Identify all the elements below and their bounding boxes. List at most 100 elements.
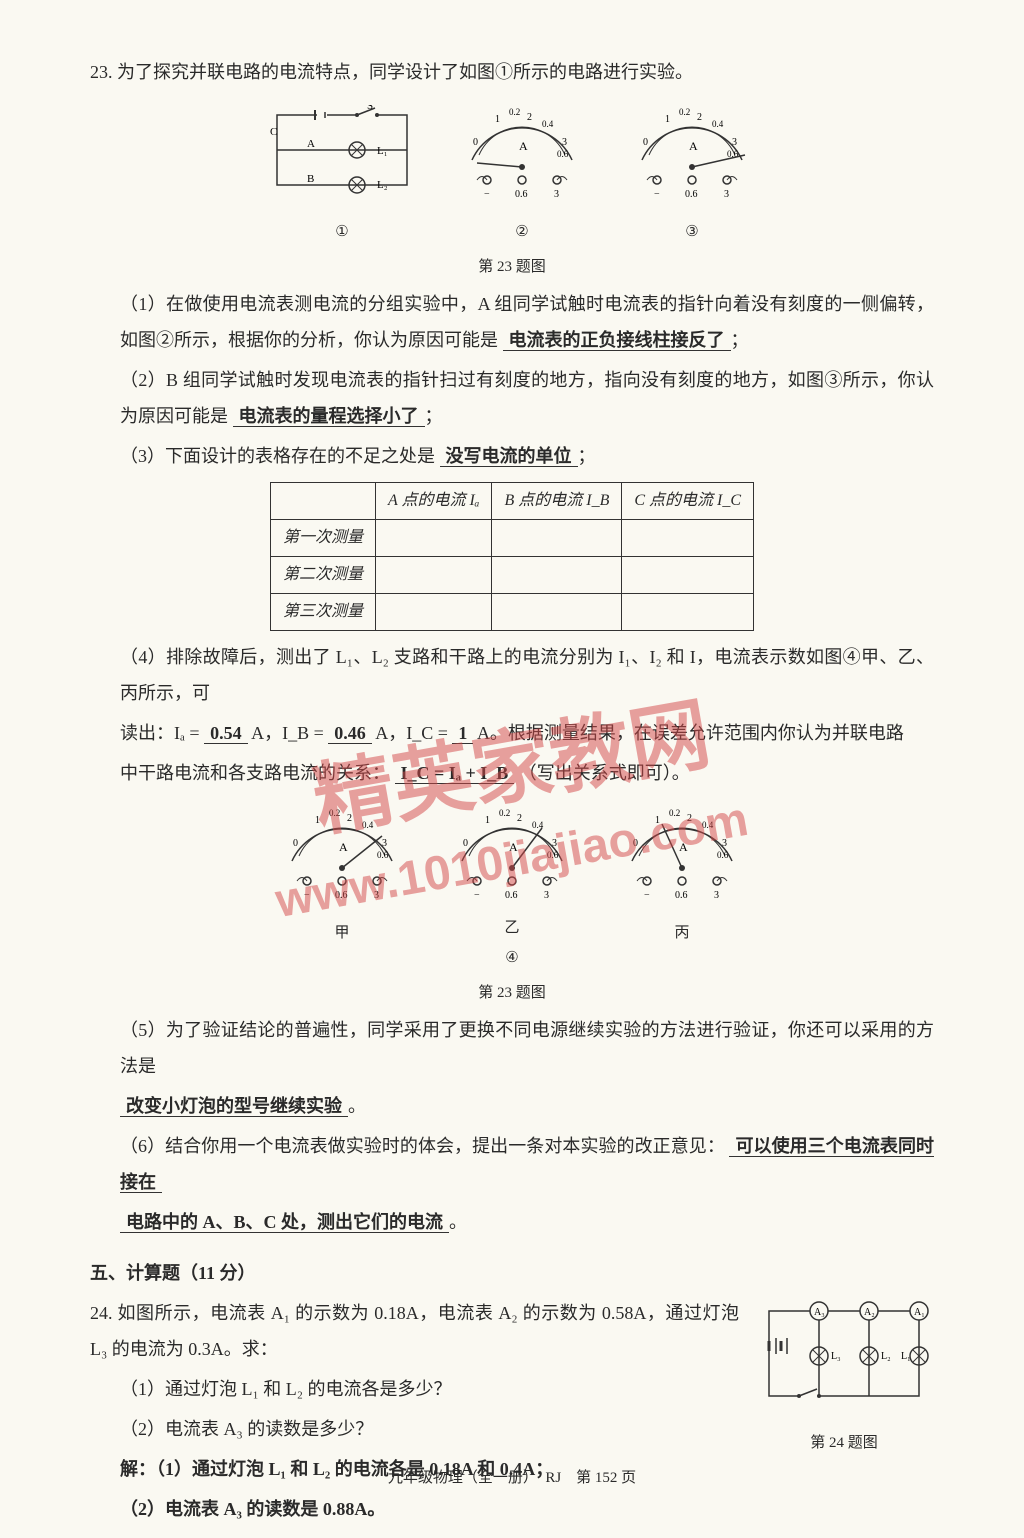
svg-text:0.6: 0.6: [377, 850, 389, 860]
q23-p1-answer: 电流表的正负接线柱接反了: [503, 330, 731, 351]
svg-text:1: 1: [315, 815, 320, 826]
ammeter-3: 0 1 0.2 2 0.4 3 0.6 A − 0.6 3 ③: [627, 105, 757, 247]
svg-text:0.6: 0.6: [547, 850, 559, 860]
q23-p2-answer: 电流表的量程选择小了: [233, 406, 425, 427]
svg-text:A₁: A₁: [914, 1307, 925, 1318]
q23-p4-m2: A，I_C =: [375, 723, 448, 743]
q23-p4-m1: A，I_B =: [251, 723, 324, 743]
th-ib: B 点的电流 I_B: [492, 483, 622, 520]
svg-text:−: −: [654, 189, 660, 200]
svg-text:A: A: [679, 840, 688, 854]
q24-circuit-diagram: A₃ A₂ A₁ L₃ L₂ L₁ 第 24 题图: [754, 1296, 934, 1458]
svg-text:A: A: [509, 840, 518, 854]
q23-p6-prefix: （6）结合你用一个电流表做实验时的体会，提出一条对本实验的改正意见：: [120, 1136, 725, 1156]
ammeter2-label: ②: [457, 217, 587, 247]
svg-text:2: 2: [687, 813, 692, 824]
q23-p4-l2a: 读出：Iₐ =: [120, 723, 200, 743]
table-row: 第三次测量: [270, 594, 753, 631]
q23-p3-answer: 没写电流的单位: [440, 446, 578, 467]
bing-label: 丙: [617, 918, 747, 948]
q23-p4-ic: 1: [452, 723, 473, 744]
q23-p3-prefix: （3）下面设计的表格存在的不足之处是: [120, 446, 435, 466]
q23-p6-answer2: 电路中的 A、B、C 处，测出它们的电流: [120, 1212, 449, 1233]
q24-number: 24.: [90, 1303, 113, 1323]
q23-part5b: 改变小灯泡的型号继续实验。: [90, 1088, 934, 1124]
q24-fig-caption: 第 24 题图: [754, 1428, 934, 1458]
q23-p4-m3: A。根据测量结果，在误差允许范围内你认为并联电路: [477, 723, 904, 743]
svg-text:0.2: 0.2: [499, 808, 510, 818]
q23-p4-suf: （写出关系式即可）。: [519, 763, 690, 783]
q23-p4-l3a: 中干路电流和各支路电流的关系：: [120, 763, 390, 783]
q23-number: 23.: [90, 62, 113, 82]
q23-p2-suffix: ；: [425, 406, 443, 426]
svg-text:0.6: 0.6: [685, 189, 698, 200]
table-row: 第二次测量: [270, 557, 753, 594]
q23-fig-caption-top: 第 23 题图: [90, 252, 934, 282]
svg-text:A: A: [519, 139, 528, 153]
q23-part4-l2: 读出：Iₐ = 0.54 A，I_B = 0.46 A，I_C = 1 A。根据…: [90, 715, 934, 751]
svg-text:3: 3: [552, 838, 557, 849]
svg-text:0: 0: [643, 137, 648, 148]
svg-text:L₁: L₁: [901, 1351, 911, 1362]
q23-p1-suffix: ；: [731, 330, 749, 350]
yi-label: 乙: [504, 920, 519, 936]
svg-text:−: −: [474, 890, 480, 901]
q23-part6: （6）结合你用一个电流表做实验时的体会，提出一条对本实验的改正意见： 可以使用三…: [90, 1128, 934, 1200]
svg-text:3: 3: [722, 838, 727, 849]
q23-p4-l1: （4）排除故障后，测出了 L₁、L₂ 支路和干路上的电流分别为 I₁、I₂ 和 …: [120, 647, 934, 703]
q23-figure-bottom: 01 0.22 0.43 0.6A −0.63 甲 01 0.22: [90, 806, 934, 973]
svg-text:3: 3: [382, 838, 387, 849]
svg-text:L₃: L₃: [831, 1351, 841, 1362]
svg-text:2: 2: [527, 112, 532, 123]
page-footer: 九年级物理（全一册） RJ 第 152 页: [0, 1463, 1024, 1493]
svg-text:C: C: [270, 126, 277, 138]
svg-text:3: 3: [554, 189, 559, 200]
q23-figure-top: S L₁ A L₂ B C ① 0 1: [90, 105, 934, 247]
q23-part4-l1: （4）排除故障后，测出了 L₁、L₂ 支路和干路上的电流分别为 I₁、I₂ 和 …: [90, 639, 934, 711]
svg-text:−: −: [644, 890, 650, 901]
q23-fig-caption-bottom: 第 23 题图: [90, 978, 934, 1008]
svg-text:L₂: L₂: [881, 1351, 891, 1362]
q23-part3: （3）下面设计的表格存在的不足之处是 没写电流的单位；: [90, 438, 934, 474]
svg-text:A₃: A₃: [814, 1307, 825, 1318]
svg-text:0.4: 0.4: [712, 119, 724, 129]
svg-text:0.2: 0.2: [509, 107, 520, 117]
ammeter3-label: ③: [627, 217, 757, 247]
worksheet-page: 精英家教网 www.1010jiajiao.com 23. 为了探究并联电路的电…: [0, 0, 1024, 1538]
svg-text:A₂: A₂: [864, 1307, 875, 1318]
svg-text:−: −: [304, 890, 310, 901]
q24-intro-text: 如图所示，电流表 A₁ 的示数为 0.18A，电流表 A₂ 的示数为 0.58A…: [90, 1303, 739, 1359]
table-row: 第一次测量: [270, 520, 753, 557]
svg-text:0.6: 0.6: [717, 850, 729, 860]
svg-text:3: 3: [374, 890, 379, 901]
th-blank: [270, 483, 375, 520]
svg-text:1: 1: [665, 114, 670, 125]
q23-part6b: 电路中的 A、B、C 处，测出它们的电流。: [90, 1204, 934, 1240]
svg-text:A: A: [307, 138, 315, 150]
q23-part4-l3: 中干路电流和各支路电流的关系： I_C = Iₐ + I_B （写出关系式即可）…: [90, 755, 934, 791]
svg-text:0.6: 0.6: [515, 189, 528, 200]
q23-p4-ib: 0.46: [328, 723, 372, 744]
ammeter-yi: 01 0.22 0.43 0.6A −0.63 乙④: [447, 806, 577, 973]
svg-text:2: 2: [347, 813, 352, 824]
q23-p3-suffix: ；: [578, 446, 596, 466]
q23-p4-rel: I_C = Iₐ + I_B: [395, 763, 515, 784]
q23-p4-ia: 0.54: [204, 723, 248, 744]
q24-sol2: （2）电流表 A₃ 的读数是 0.88A。: [120, 1499, 385, 1519]
svg-text:A: A: [339, 840, 348, 854]
q23-part1: （1）在做使用电流表测电流的分组实验中，A 组同学试触时电流表的指针向着没有刻度…: [90, 286, 934, 358]
row3-label: 第三次测量: [270, 594, 375, 631]
svg-text:L₂: L₂: [377, 179, 388, 191]
svg-text:0: 0: [633, 838, 638, 849]
svg-text:2: 2: [517, 813, 522, 824]
svg-text:−: −: [484, 189, 490, 200]
jia-label: 甲: [277, 918, 407, 948]
svg-text:1: 1: [495, 114, 500, 125]
meters-num: ④: [505, 950, 518, 966]
q23-p5-answer: 改变小灯泡的型号继续实验: [120, 1096, 348, 1117]
ammeter-2: 0 1 0.2 2 0.4 3 0.6 A − 0.6 3 ②: [457, 105, 587, 247]
q24-sol2-line: （2）电流表 A₃ 的读数是 0.88A。: [90, 1491, 934, 1527]
svg-text:0.2: 0.2: [329, 808, 340, 818]
ammeter-bing: 01 0.22 0.43 0.6A −0.63 丙: [617, 806, 747, 973]
q23-p5-suffix: 。: [348, 1096, 366, 1116]
